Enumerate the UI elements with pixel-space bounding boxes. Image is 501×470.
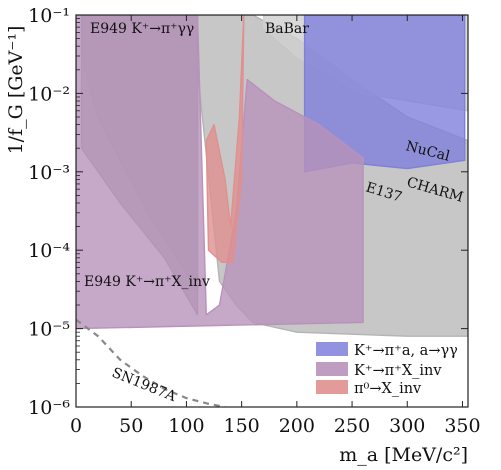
x-axis-label: m_a [MeV/c²] (339, 444, 468, 466)
annotation-e949-gamma-gamma: E949 K⁺→π⁺γγ (90, 21, 194, 37)
x-axis-ticks: 0 50 100 150 200 250 300 350 (70, 15, 481, 437)
y-tick-label: 10⁻⁴ (28, 240, 70, 262)
x-tick-label: 0 (70, 415, 82, 437)
plot-area (76, 15, 468, 407)
x-tick-label: 350 (444, 415, 480, 437)
y-tick-label: 10⁻⁶ (28, 397, 70, 419)
y-tick-label: 10⁻³ (28, 162, 70, 184)
legend-swatch-k-pi-x-inv (316, 362, 348, 376)
legend-label-k-pi-a: K⁺→π⁺a, a→γγ (354, 343, 458, 359)
x-tick-label: 50 (119, 415, 143, 437)
region-K-pi-X-inv (76, 15, 364, 330)
excluded-regions (76, 15, 468, 337)
region-pi0-X-inv (205, 15, 245, 263)
line-SN1987A (76, 318, 226, 407)
legend: K⁺→π⁺a, a→γγ K⁺→π⁺X_inv π⁰→X_inv (316, 342, 458, 397)
annotation-e949-x-inv: E949 K⁺→π⁺X_inv (84, 274, 210, 290)
x-tick-label: 200 (279, 415, 315, 437)
x-tick-label: 150 (224, 415, 260, 437)
annotation-babar: BaBar (265, 21, 309, 37)
y-axis-ticks: 10⁻⁶ 10⁻⁵ 10⁻⁴ 10⁻³ 10⁻² 10⁻¹ (28, 5, 468, 419)
legend-swatch-k-pi-a (316, 342, 348, 356)
x-tick-label: 100 (168, 415, 204, 437)
limit-lines (76, 318, 226, 407)
y-tick-label: 10⁻² (28, 83, 70, 105)
plot-frame (75, 14, 469, 408)
x-tick-label: 250 (334, 415, 370, 437)
legend-label-pi0-x-inv: π⁰→X_inv (354, 381, 422, 397)
y-axis-label: 1/f_G [GeV⁻¹] (5, 26, 27, 155)
legend-swatch-pi0-x-inv (316, 380, 348, 394)
y-tick-label: 10⁻⁵ (28, 319, 70, 341)
annotation-sn1987a: SN1987A (110, 365, 179, 405)
legend-label-k-pi-x-inv: K⁺→π⁺X_inv (354, 363, 442, 379)
y-tick-label: 10⁻¹ (28, 5, 70, 27)
x-tick-label: 300 (389, 415, 425, 437)
